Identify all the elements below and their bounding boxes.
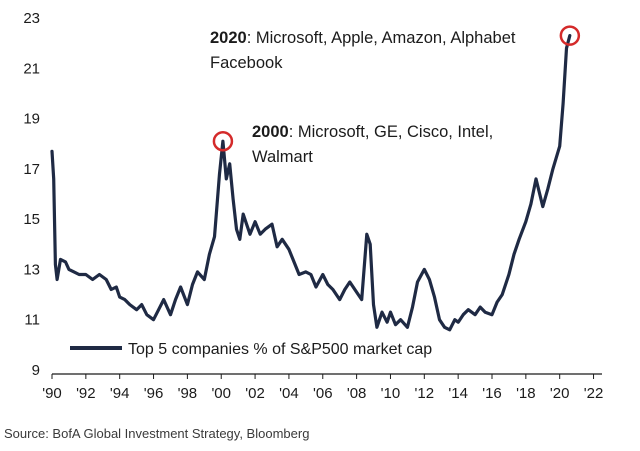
x-tick-label: '02 bbox=[245, 385, 265, 402]
annotation-layer: 2000: Microsoft, GE, Cisco, Intel, Walmar… bbox=[210, 25, 581, 166]
x-tick-label: '16 bbox=[482, 385, 502, 402]
y-tick-label: 13 bbox=[23, 261, 40, 278]
x-tick-label: '90 bbox=[42, 385, 62, 402]
x-tick-label: '18 bbox=[516, 385, 536, 402]
y-tick-label: 19 bbox=[23, 111, 40, 128]
x-tick-label: '04 bbox=[279, 385, 299, 402]
annotation-text: 2000: Microsoft, GE, Cisco, Intel, bbox=[252, 123, 493, 141]
series-line bbox=[50, 33, 572, 332]
x-tick-label: '14 bbox=[448, 385, 468, 402]
x-tick-label: '20 bbox=[550, 385, 570, 402]
series-layer bbox=[50, 33, 572, 332]
source-note: Source: BofA Global Investment Strategy,… bbox=[4, 426, 310, 441]
x-tick-label: '98 bbox=[178, 385, 198, 402]
y-tick-label: 17 bbox=[23, 161, 40, 178]
x-axis: '90 '92 '94 '96 '98 '00 '02 '04 '06 '08 '10 '12 '14 '… bbox=[42, 373, 604, 402]
annotation-year: 2020 bbox=[210, 29, 247, 47]
annotation-text: 2020: Microsoft, Apple, Amazon, Alphabet bbox=[210, 29, 516, 47]
x-tick-label: '22 bbox=[584, 385, 604, 402]
x-tick-label: '94 bbox=[110, 385, 130, 402]
peak-highlight-circle bbox=[212, 130, 234, 152]
y-tick-label: 11 bbox=[24, 312, 40, 329]
x-tick-label: '96 bbox=[144, 385, 164, 402]
annotation-text-line2: Facebook bbox=[210, 54, 283, 72]
legend: Top 5 companies % of S&P500 market cap bbox=[70, 341, 432, 358]
y-axis: 9 11 13 15 17 19 21 23 bbox=[23, 10, 40, 379]
peak-highlight-circle bbox=[559, 25, 581, 46]
x-tick-label: '10 bbox=[381, 385, 401, 402]
x-tick-label: '12 bbox=[415, 385, 435, 402]
x-tick-label: '92 bbox=[76, 385, 96, 402]
chart: 9 11 13 15 17 19 21 23 '90 '92 '94 '96 '98 '00 '02 '04… bbox=[23, 10, 604, 402]
x-tick-label: '00 bbox=[211, 385, 231, 402]
annotation-year: 2000 bbox=[252, 123, 289, 141]
annotation-text-line2: Walmart bbox=[252, 148, 313, 166]
annotation-companies: : Microsoft, GE, Cisco, Intel, bbox=[289, 123, 493, 141]
legend-label: Top 5 companies % of S&P500 market cap bbox=[128, 341, 432, 358]
annotation-companies: : Microsoft, Apple, Amazon, Alphabet bbox=[247, 29, 516, 47]
x-tick-label: '08 bbox=[347, 385, 367, 402]
y-tick-label: 15 bbox=[23, 211, 40, 228]
y-tick-label: 9 bbox=[32, 362, 40, 379]
x-tick-label: '06 bbox=[313, 385, 333, 402]
y-tick-label: 23 bbox=[23, 10, 40, 27]
y-tick-label: 21 bbox=[23, 60, 40, 77]
